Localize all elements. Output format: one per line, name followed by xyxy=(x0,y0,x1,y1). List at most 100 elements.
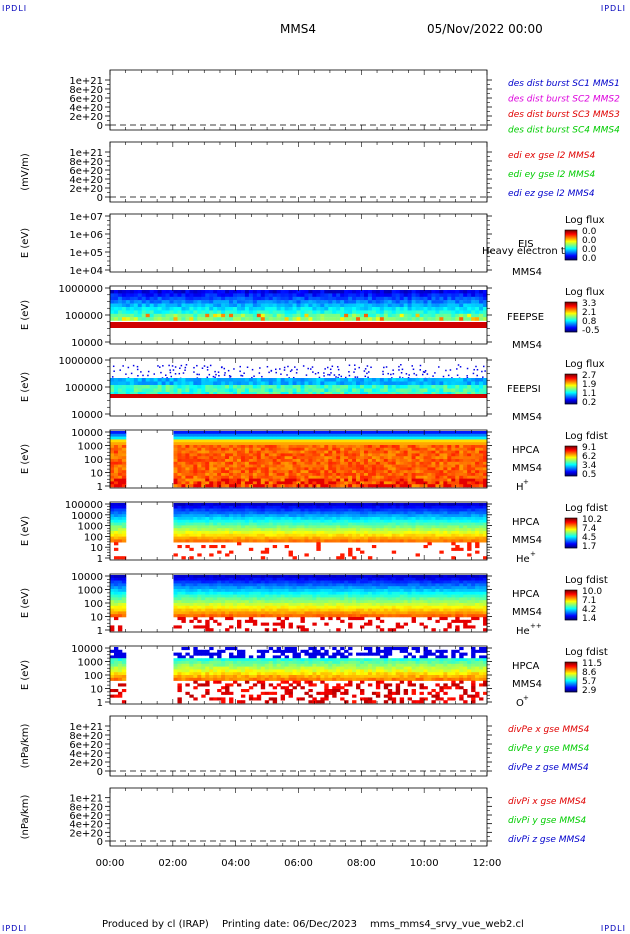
heatmap-speck xyxy=(340,375,343,378)
heatmap-cell xyxy=(280,461,286,465)
heatmap-cell xyxy=(312,505,317,509)
heatmap-cell xyxy=(431,303,436,308)
heatmap-cell xyxy=(411,433,416,437)
heatmap-speck xyxy=(174,366,177,368)
colorbar-tick-label: 9.1 xyxy=(582,443,596,453)
heatmap-cell xyxy=(209,433,214,437)
heatmap-cell xyxy=(312,392,317,396)
heatmap-cell xyxy=(292,303,297,308)
heatmap-cell xyxy=(110,531,115,535)
spacecraft-label: MMS4 xyxy=(512,340,542,351)
heatmap-cell xyxy=(240,519,246,523)
heatmap-cell xyxy=(435,436,440,440)
heatmap-cell xyxy=(419,464,424,468)
heatmap-cell xyxy=(395,381,401,386)
heatmap-cell xyxy=(320,475,325,479)
colorbar-tick-label: 2.1 xyxy=(582,308,596,318)
colorbar-swatch xyxy=(565,460,577,462)
heatmap-cell xyxy=(288,461,293,465)
heatmap-cell xyxy=(371,533,377,537)
heatmap-cell xyxy=(177,293,182,297)
heatmap-cell xyxy=(185,545,190,549)
heatmap-cell xyxy=(336,453,341,457)
heatmap-cell xyxy=(252,378,258,382)
heatmap-cell xyxy=(419,296,424,301)
heatmap-cell xyxy=(407,531,412,535)
heatmap-cell xyxy=(110,453,115,457)
heatmap-cell xyxy=(268,433,274,437)
heatmap-cell xyxy=(300,453,305,457)
heatmap-cell xyxy=(256,505,262,509)
heatmap-cell xyxy=(395,385,401,389)
heatmap-cell xyxy=(256,442,262,446)
heatmap-cell xyxy=(332,503,337,507)
heatmap-cell xyxy=(312,517,317,521)
heatmap-cell xyxy=(244,313,250,318)
heatmap-cell xyxy=(375,533,381,537)
heatmap-cell xyxy=(427,505,432,509)
heatmap-cell xyxy=(387,473,393,477)
heatmap-cell xyxy=(205,431,210,435)
colorbar-swatch xyxy=(565,230,577,232)
heatmap-cell xyxy=(272,307,278,311)
heatmap-cell xyxy=(340,453,345,457)
heatmap-cell xyxy=(153,300,159,304)
heatmap-cell xyxy=(121,475,127,479)
heatmap-cell xyxy=(244,442,250,446)
heatmap-cell xyxy=(407,464,412,468)
heatmap-cell xyxy=(463,296,468,301)
heatmap-cell xyxy=(141,307,147,311)
heatmap-cell xyxy=(125,290,131,294)
heatmap-cell xyxy=(117,475,123,479)
heatmap-cell xyxy=(165,310,170,314)
colorbar-tick-label: 0.0 xyxy=(582,236,597,246)
heatmap-cell xyxy=(284,517,289,521)
colorbar-swatch xyxy=(565,376,577,378)
heatmap-cell xyxy=(225,453,230,457)
heatmap-cell xyxy=(419,307,424,311)
heatmap-cell xyxy=(197,481,202,485)
heatmap-cell xyxy=(209,459,214,463)
heatmap-cell xyxy=(240,461,246,465)
heatmap-speck xyxy=(180,364,183,367)
heatmap-cell xyxy=(233,450,238,454)
heatmap-cell xyxy=(221,473,226,477)
heatmap-cell xyxy=(260,517,266,521)
heatmap-cell xyxy=(205,453,210,457)
heatmap-cell xyxy=(272,531,278,535)
heatmap-cell xyxy=(395,533,401,537)
colorbar-swatch xyxy=(565,303,577,305)
heatmap-cell xyxy=(447,503,452,507)
heatmap-cell xyxy=(391,303,397,308)
heatmap-cell xyxy=(240,473,246,477)
heatmap-cell xyxy=(407,522,412,526)
heatmap-cell xyxy=(455,475,460,479)
heatmap-cell xyxy=(411,293,416,297)
heatmap-cell xyxy=(383,461,389,465)
heatmap-cell xyxy=(411,519,416,523)
heatmap-cell xyxy=(423,456,428,460)
heatmap-cell xyxy=(248,525,254,529)
heatmap-speck xyxy=(206,369,209,371)
heatmap-cell xyxy=(113,539,119,543)
heatmap-cell xyxy=(411,313,416,318)
heatmap-cell xyxy=(288,433,293,437)
heatmap-cell xyxy=(292,467,297,471)
heatmap-cell xyxy=(256,303,262,308)
heatmap-cell xyxy=(213,508,218,512)
heatmap-cell xyxy=(240,445,246,449)
heatmap-cell xyxy=(121,385,127,389)
heatmap-cell xyxy=(121,511,127,515)
heatmap-cell xyxy=(340,313,345,318)
heatmap-cell xyxy=(363,528,369,532)
heatmap-cell xyxy=(280,505,286,509)
heatmap-cell xyxy=(300,303,305,308)
heatmap-cell xyxy=(451,445,456,449)
heatmap-cell xyxy=(260,550,266,554)
heatmap-cell xyxy=(221,303,226,308)
heatmap-cell xyxy=(221,431,226,435)
heatmap-cell xyxy=(371,392,377,396)
heatmap-speck xyxy=(193,371,195,373)
heatmap-cell xyxy=(296,290,301,294)
heatmap-cell xyxy=(236,464,242,468)
